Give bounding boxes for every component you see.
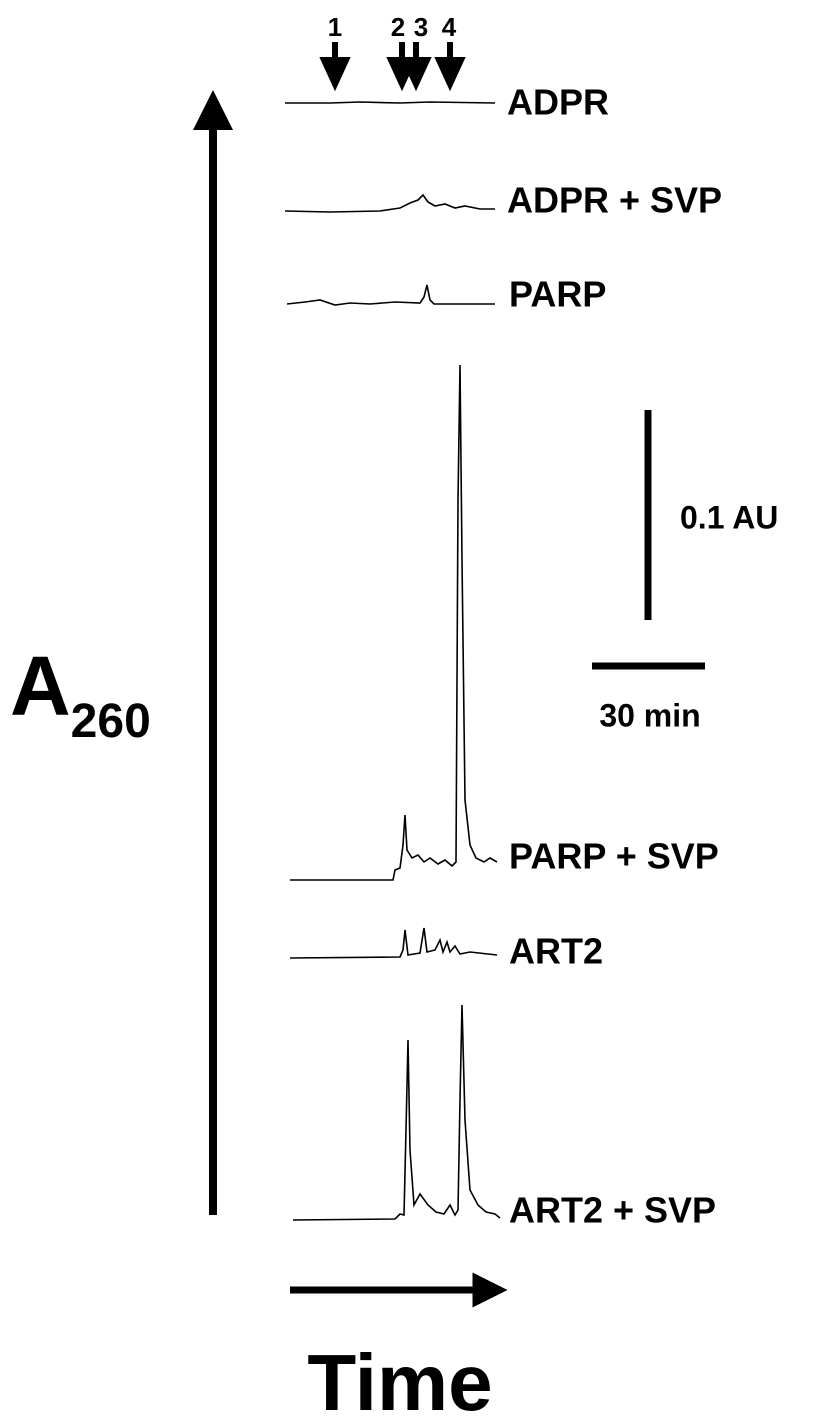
trace [285, 101, 496, 104]
trace [290, 364, 498, 881]
trace [289, 927, 498, 959]
trace [286, 284, 495, 306]
peak-number: 1 [328, 12, 342, 42]
trace-label: PARP + SVP [509, 836, 719, 877]
trace-label: ADPR + SVP [507, 180, 722, 221]
trace-label: PARP [509, 274, 606, 315]
peak-number: 2 [391, 12, 405, 42]
arrow [434, 42, 466, 92]
trace-label: ADPR [507, 82, 609, 123]
trace-label: ART2 [509, 931, 603, 972]
trace [292, 1004, 501, 1221]
y-axis-label: A260 [10, 639, 151, 748]
trace [284, 193, 495, 213]
scale-label: 30 min [599, 697, 700, 733]
x-axis-label: Time [307, 1338, 492, 1421]
peak-number: 3 [414, 12, 428, 42]
arrow [319, 42, 351, 92]
scale-label: 0.1 AU [680, 499, 778, 535]
y-label-main: A [10, 639, 71, 733]
trace-label: ART2 + SVP [509, 1190, 716, 1231]
peak-number: 4 [442, 12, 457, 42]
y-label-subscript: 260 [71, 695, 151, 748]
arrow [400, 42, 432, 92]
peak-markers: 1 2 3 4 [319, 12, 466, 92]
